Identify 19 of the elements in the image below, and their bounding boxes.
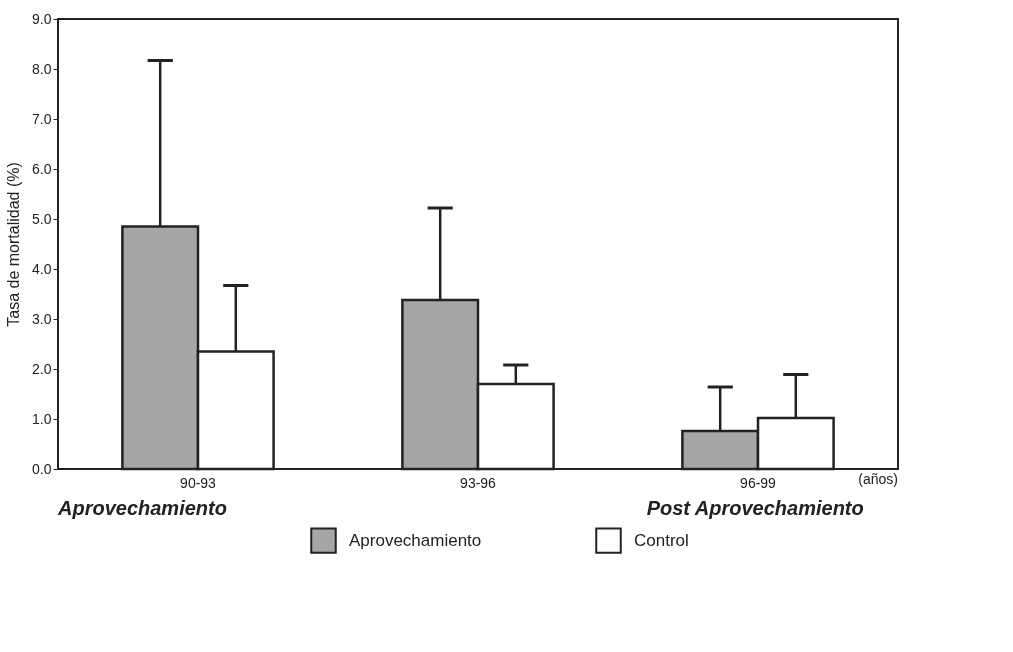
- y-tick-label: 5.0: [32, 210, 52, 227]
- y-tick-label: 6.0: [32, 160, 52, 177]
- y-tick-label: 8.0: [32, 60, 52, 77]
- y-tick-label: 7.0: [32, 110, 52, 127]
- legend-label: Control: [634, 530, 689, 550]
- y-tick-label: 9.0: [32, 10, 52, 27]
- text: (años): [858, 471, 898, 487]
- x-tick-label: 93-96: [460, 475, 497, 491]
- legend-label: Aprovechamiento: [349, 530, 482, 550]
- x-tick-label: 90-93: [180, 475, 217, 491]
- y-tick-label: 2.0: [32, 360, 52, 377]
- text: Post Aprovechamiento: [646, 497, 864, 519]
- text: Aprovechamiento: [57, 497, 227, 519]
- y-axis-title: Tasa de mortalidad (%): [5, 162, 23, 327]
- y-tick-label: 1.0: [32, 410, 52, 427]
- x-tick-label: 96-99: [740, 475, 777, 491]
- y-tick-label: 3.0: [32, 310, 52, 327]
- y-tick-label: 0.0: [32, 460, 52, 477]
- y-tick-label: 4.0: [32, 260, 52, 277]
